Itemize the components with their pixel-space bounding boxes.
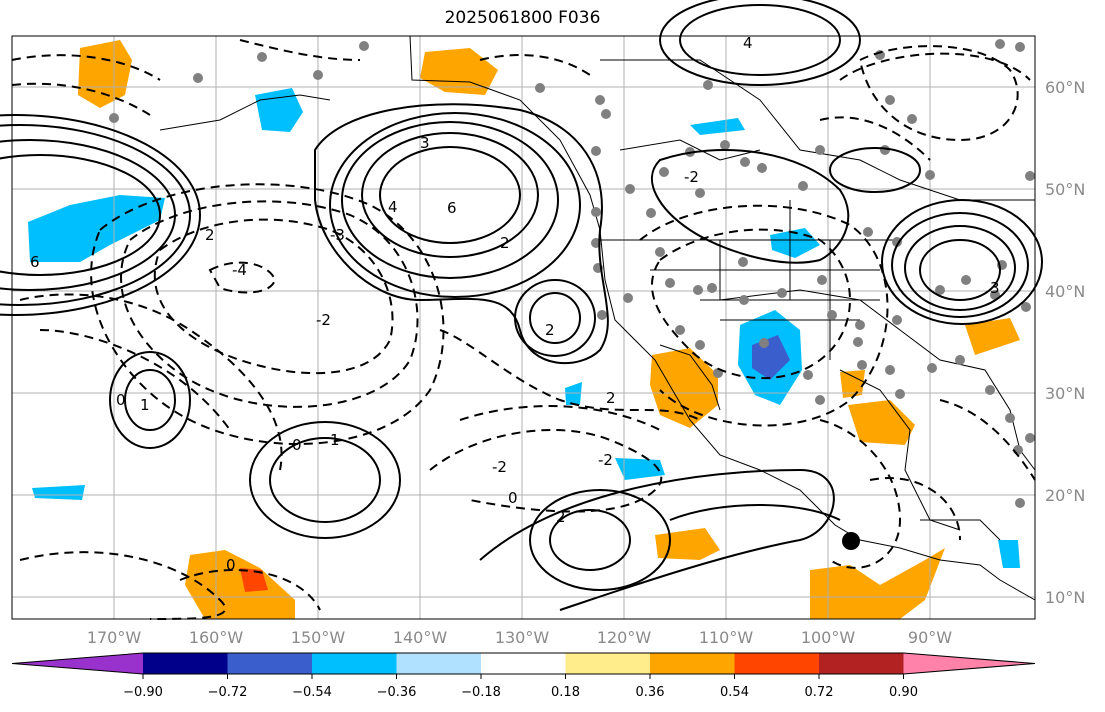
lon-label: 130°W [495,628,550,647]
map-frame [11,35,1036,620]
contour-label: 6 [447,199,457,217]
contour-label: 0 [508,489,518,507]
lon-label: 160°W [189,628,244,647]
graticule [12,36,1035,619]
contour-label: 4 [388,198,398,216]
contour-label: 2 [205,226,215,244]
lon-label: 150°W [291,628,346,647]
orange-area-mexico-pacific [655,528,720,560]
colorbar-tick-label: −0.90 [123,685,163,700]
colorbar-tick-label: 0.18 [551,685,580,700]
contour-label: 1 [140,396,150,414]
contour-label: -2 [316,311,331,329]
lon-label: 110°W [699,628,754,647]
contour-label: -2 [492,458,507,476]
contour-label: 6 [30,253,40,271]
orange-area-baja [650,348,718,428]
lat-label: 60°N [1045,78,1085,97]
colorbar-extend-high [903,653,1035,674]
contour-label-group: 6 4 3 2 2 1 0 2 -2 -3 -4 2 0 -2 -2 2 1 0… [30,34,1000,574]
map-background [12,36,1035,619]
colorbar-segment [396,653,481,674]
colorbar-tick-label: −0.36 [377,685,417,700]
colorbar-tick-label: 0.54 [720,685,749,700]
colorbar-segment [819,653,904,674]
dashed-contours [11,39,1036,620]
colorbar-segment [565,653,650,674]
lat-label: 50°N [1045,180,1085,199]
colorbar-segment [481,653,566,674]
contour-label: 2 [556,508,566,526]
orange-area-texas [840,370,865,398]
colorbar-segment [650,653,735,674]
latitude-labels: 60°N 50°N 40°N 30°N 20°N 10°N [1045,78,1085,607]
lat-label: 20°N [1045,486,1085,505]
lat-label: 40°N [1045,282,1085,301]
orange-area-hawaii-south [185,550,295,619]
contour-label: 0 [116,391,126,409]
colorbar-tick-label: −0.54 [292,685,332,700]
orange-area-alaska-north [420,48,498,95]
blue-area-hawaii-west [32,485,85,500]
colorbar-tick-label: 0.36 [636,685,665,700]
contour-label: -2 [684,168,699,186]
contour-label: 0 [226,556,236,574]
lon-label: 170°W [87,628,142,647]
colorbar: −0.90 −0.72 −0.54 −0.36 −0.18 0.18 0.36 0.54 0.7… [11,652,1036,700]
contour-label: 2 [545,321,555,339]
orange-area-gulf [848,400,915,445]
contour-label: 3 [420,134,430,152]
colorbar-extend-low [12,653,143,674]
contour-label: 1 [330,431,340,449]
contour-label: 2 [606,389,616,407]
blue-area-hudson [690,118,745,135]
lon-label: 140°W [393,628,448,647]
colorbar-tick-label: −0.18 [461,685,501,700]
colorbar-tick-label: 0.90 [889,685,918,700]
contour-label: -2 [598,451,613,469]
location-marker [842,532,860,550]
contour-label: 3 [990,279,1000,297]
shaded-fields [28,40,1020,619]
blue-area-west-pacific [28,195,165,262]
orange-area-east-pacific [810,548,945,619]
red-area-hawaii-south [240,568,268,592]
contour-label: 2 [500,234,510,252]
colorbar-segment [227,653,312,674]
blue-area-central-america [998,540,1020,568]
lat-label: 30°N [1045,384,1085,403]
lat-label: 10°N [1045,588,1085,607]
contour-label: 4 [743,34,753,52]
lon-label: 100°W [801,628,856,647]
colorbar-tick-label: −0.72 [208,685,248,700]
colorbar-tick-label: 0.72 [805,685,834,700]
contour-label: 0 [292,436,302,454]
lon-label: 120°W [597,628,652,647]
contour-label: -4 [232,261,247,279]
orange-area-southeast [965,318,1020,355]
map-title: 2025061800 F036 [444,8,601,28]
blue-area-pacific-mid [615,458,665,480]
colorbar-segment [734,653,819,674]
contour-label: -3 [330,226,345,244]
solid-contours [0,0,1043,611]
longitude-labels: 170°W 160°W 150°W 140°W 130°W 120°W 110°… [87,628,952,647]
lon-label: 90°W [908,628,952,647]
colorbar-segment [143,653,228,674]
colorbar-segment [312,653,397,674]
